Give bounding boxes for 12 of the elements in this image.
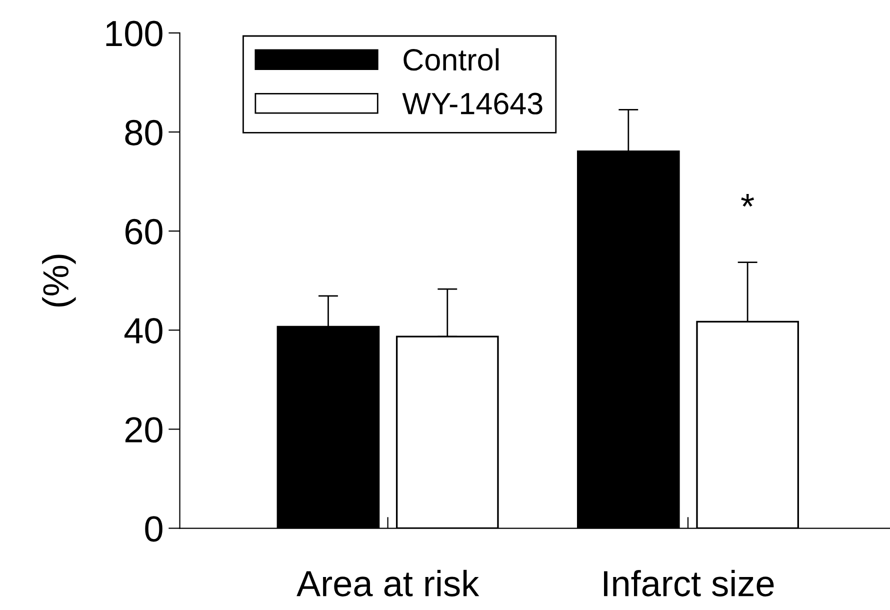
annotation: * bbox=[741, 194, 754, 207]
y-tick-label: 60 bbox=[125, 218, 162, 245]
y-tick-label: 0 bbox=[145, 516, 162, 542]
y-tick-label: 100 bbox=[106, 20, 162, 46]
x-tick-label: Area at risk bbox=[296, 570, 480, 596]
y-tick-label: 40 bbox=[124, 318, 162, 344]
legend-label: Control bbox=[404, 48, 499, 71]
y-tick-label: 80 bbox=[125, 120, 162, 146]
x-tick-label: Infarct size bbox=[604, 570, 774, 596]
y-tick-label: 20 bbox=[125, 417, 162, 443]
legend-label: WY-14643 bbox=[402, 92, 542, 114]
y-axis-title: (%) bbox=[42, 254, 76, 306]
